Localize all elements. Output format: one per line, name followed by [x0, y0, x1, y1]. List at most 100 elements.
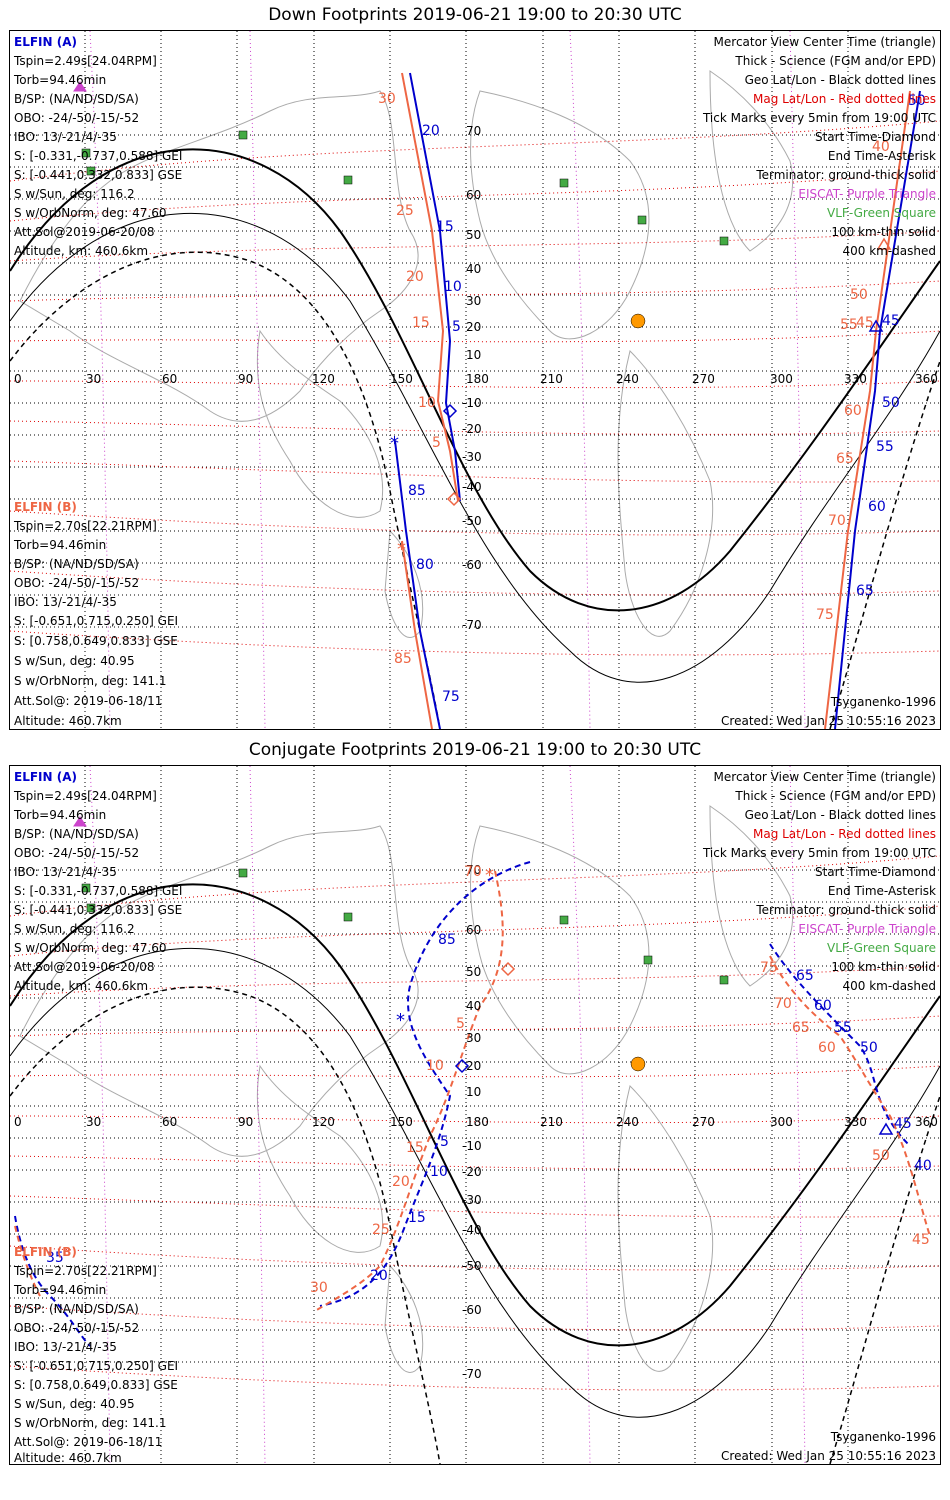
svg-text:240: 240	[616, 1115, 639, 1129]
svg-text:25: 25	[372, 1222, 390, 1238]
svg-text:S: [-0.331,-0.737,0.588] GEI: S: [-0.331,-0.737,0.588] GEI	[14, 149, 182, 163]
svg-text:180: 180	[466, 372, 489, 386]
svg-text:30: 30	[86, 1115, 101, 1129]
svg-text:100 km-thin solid: 100 km-thin solid	[831, 960, 936, 974]
svg-text:15: 15	[412, 315, 430, 331]
legend: Mercator View Center Time (triangle) Thi…	[702, 770, 936, 1463]
svg-text:5: 5	[432, 435, 441, 451]
svg-text:20: 20	[466, 1059, 481, 1073]
mag-meridians	[89, 30, 806, 730]
svg-text:Tsyganenko-1996: Tsyganenko-1996	[830, 1430, 936, 1444]
svg-text:40: 40	[466, 999, 481, 1013]
svg-text:VLF-Green Square: VLF-Green Square	[827, 941, 936, 955]
svg-text:Torb=94.46min: Torb=94.46min	[13, 808, 106, 822]
svg-text:60: 60	[466, 923, 481, 937]
svg-text:ELFIN (B): ELFIN (B)	[14, 500, 77, 514]
elfin-a-track-right	[834, 90, 921, 730]
svg-text:Start Time-Diamond: Start Time-Diamond	[815, 130, 936, 144]
terminator-400km	[9, 986, 441, 1465]
svg-text:IBO: 13/-21/4/-35: IBO: 13/-21/4/-35	[14, 130, 117, 144]
center-triangle-icon	[876, 237, 892, 250]
vlf-squares	[81, 868, 729, 985]
svg-text:S: [-0.441,0.332,0.833] GSE: S: [-0.441,0.332,0.833] GSE	[14, 903, 182, 917]
svg-text:60: 60	[818, 1040, 836, 1056]
svg-text:15: 15	[406, 1140, 424, 1156]
elfin-b-track	[394, 440, 441, 730]
svg-text:30: 30	[466, 294, 481, 308]
svg-text:70: 70	[466, 124, 481, 138]
elfin-a-conjugate-track	[319, 861, 531, 1307]
svg-text:S: [0.758,0.649,0.833] GSE: S: [0.758,0.649,0.833] GSE	[14, 1378, 178, 1392]
svg-text:50: 50	[850, 287, 868, 303]
svg-text:60: 60	[868, 499, 886, 515]
svg-text:60: 60	[814, 998, 832, 1014]
svg-text:70: 70	[464, 864, 482, 880]
svg-text:40: 40	[466, 262, 481, 276]
elfin-b-conjugate-mag-track-left	[14, 1225, 41, 1297]
elfin-a-mag-track-right	[824, 90, 911, 730]
svg-text:30: 30	[378, 91, 396, 107]
svg-text:IBO: 13/-21/4/-35: IBO: 13/-21/4/-35	[14, 1340, 117, 1354]
svg-text:B/SP: (NA/ND/SD/SA): B/SP: (NA/ND/SD/SA)	[14, 827, 139, 841]
elfin-a-info: ELFIN (A) Tspin=2.49s[24.04RPM] Torb=94.…	[13, 35, 182, 258]
svg-text:Terminator: ground-thick solid: Terminator: ground-thick solid	[755, 903, 936, 917]
svg-text:S w/Sun, deg: 40.95: S w/Sun, deg: 40.95	[14, 1397, 135, 1411]
svg-text:S: [-0.331,-0.737,0.588] GEI: S: [-0.331,-0.737,0.588] GEI	[14, 884, 182, 898]
svg-text:-10: -10	[462, 396, 482, 410]
svg-text:55: 55	[876, 439, 894, 455]
elfin-b-info: ELFIN (B) Tspin=2.70s[22.21RPM] Torb=94.…	[13, 500, 178, 728]
end-asterisk-icon: *	[396, 1010, 405, 1031]
svg-text:20: 20	[370, 1268, 388, 1284]
geo-grid	[10, 766, 940, 1464]
svg-text:40: 40	[872, 139, 890, 155]
svg-text:Start Time-Diamond: Start Time-Diamond	[815, 865, 936, 879]
svg-text:45: 45	[912, 1232, 930, 1248]
svg-text:S: [-0.651,0.715,0.250] GEI: S: [-0.651,0.715,0.250] GEI	[14, 1359, 178, 1373]
terminator-ground	[9, 883, 941, 1347]
svg-text:Torb=94.46min: Torb=94.46min	[13, 73, 106, 87]
svg-text:60: 60	[162, 372, 177, 386]
map-svg: * * 0 30 60 90 120 150 180 210 240 270 300 330…	[9, 765, 941, 1465]
svg-text:-60: -60	[462, 558, 482, 572]
svg-text:OBO: -24/-50/-15/-52: OBO: -24/-50/-15/-52	[14, 846, 139, 860]
svg-text:65: 65	[796, 968, 814, 984]
svg-text:Tsyganenko-1996: Tsyganenko-1996	[830, 695, 936, 709]
svg-text:B/SP: (NA/ND/SD/SA): B/SP: (NA/ND/SD/SA)	[14, 92, 139, 106]
svg-text:50: 50	[908, 93, 926, 109]
lon-tick-labels: 0 30 60 90 120 150 180 210 240 270 300 330 360	[14, 1115, 938, 1129]
svg-text:-30: -30	[462, 450, 482, 464]
svg-text:5: 5	[452, 319, 461, 335]
elfin-a-mag-track	[401, 72, 459, 502]
track-labels-red: 70 5 10 15 20 25 30 75 70 65 60 50 45	[310, 864, 930, 1296]
svg-text:S: [0.758,0.649,0.833] GSE: S: [0.758,0.649,0.833] GSE	[14, 634, 178, 648]
svg-text:Att.Sol@2019-06-20/08: Att.Sol@2019-06-20/08	[14, 225, 155, 239]
svg-text:50: 50	[882, 395, 900, 411]
svg-text:270: 270	[692, 372, 715, 386]
svg-text:Tspin=2.49s[24.04RPM]: Tspin=2.49s[24.04RPM]	[13, 54, 157, 68]
geo-grid	[10, 31, 940, 729]
start-diamond-icon	[454, 1058, 470, 1074]
lat-tick-labels: 70 60 50 40 30 20 10 -10 -20 -30 -40 -50 -60 -7…	[462, 863, 482, 1381]
elfin-b-info: ELFIN (B) Tspin=2.70s[22.21RPM] Torb=94.…	[13, 1245, 178, 1465]
svg-text:10: 10	[430, 1164, 448, 1180]
svg-text:S w/OrbNorm, deg: 47.60: S w/OrbNorm, deg: 47.60	[14, 206, 166, 220]
svg-text:Tick Marks every 5min from 19:: Tick Marks every 5min from 19:00 UTC	[702, 111, 936, 125]
svg-text:30: 30	[466, 1031, 481, 1045]
start-diamond-icon	[442, 403, 458, 419]
svg-text:330: 330	[844, 1115, 867, 1129]
svg-text:S w/OrbNorm, deg: 141.1: S w/OrbNorm, deg: 141.1	[14, 1416, 166, 1430]
svg-text:Mercator View Center Time (tri: Mercator View Center Time (triangle)	[714, 770, 936, 784]
svg-text:-70: -70	[462, 1367, 482, 1381]
svg-text:70: 70	[466, 863, 481, 877]
svg-text:EISCAT- Purple Triangle: EISCAT- Purple Triangle	[798, 922, 936, 936]
svg-text:Geo Lat/Lon - Black dotted lin: Geo Lat/Lon - Black dotted lines	[745, 808, 936, 822]
svg-text:OBO: -24/-50/-15/-52: OBO: -24/-50/-15/-52	[14, 1321, 139, 1335]
conjugate-footprints-map: * * 0 30 60 90 120 150 180 210 240 270 300 330…	[9, 765, 941, 1465]
svg-text:0: 0	[14, 1115, 22, 1129]
svg-text:Att.Sol@: 2019-06-18/11: Att.Sol@: 2019-06-18/11	[14, 694, 162, 708]
svg-text:400 km-dashed: 400 km-dashed	[842, 244, 936, 258]
svg-text:120: 120	[312, 1115, 335, 1129]
svg-text:Created: Wed Jan 25 10:55:16 2: Created: Wed Jan 25 10:55:16 2023	[721, 714, 936, 728]
svg-text:5: 5	[456, 1016, 465, 1032]
svg-text:60: 60	[162, 1115, 177, 1129]
